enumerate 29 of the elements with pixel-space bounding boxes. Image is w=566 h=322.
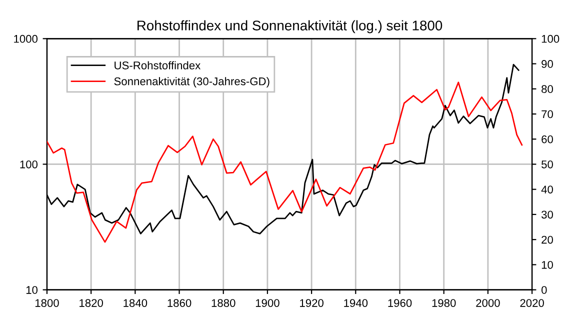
legend-label: Sonnenaktivität (30-Jahres-GD) <box>114 77 270 88</box>
y-tick-label: 10 <box>26 286 38 294</box>
y-tick-label: 1000 <box>14 34 38 43</box>
x-tick-label: 1800 <box>35 299 59 307</box>
y2-tick-label: 0 <box>542 286 547 294</box>
x-tick-label: 1900 <box>256 299 280 307</box>
y2-tick-label: 60 <box>542 135 553 144</box>
chart-title: Rohstoffindex und Sonnenaktivität (log.) seit 1800 <box>138 20 442 34</box>
x-tick-label: 1840 <box>124 299 148 307</box>
x-tick-label: 1880 <box>212 299 236 307</box>
y2-tick-label: 30 <box>541 210 553 219</box>
x-tick-label: 1920 <box>300 299 324 307</box>
y-tick-label: 100 <box>20 160 38 168</box>
y2-tick-label: 20 <box>542 236 553 244</box>
y2-tick-label: 70 <box>542 110 553 118</box>
y2-tick-label: 10 <box>542 260 553 269</box>
x-tick-label: 1980 <box>432 299 456 307</box>
y2-tick-label: 50 <box>542 160 553 168</box>
x-tick-label: 1940 <box>344 299 368 307</box>
y2-tick-label: 100 <box>542 34 560 43</box>
y2-tick-label: 40 <box>541 186 553 194</box>
x-tick-label: 2020 <box>520 299 544 307</box>
x-tick-label: 1820 <box>80 299 103 307</box>
x-tick-label: 2000 <box>476 299 500 307</box>
x-tick-label: 1860 <box>168 299 192 307</box>
x-tick-label: 1960 <box>388 299 412 307</box>
y2-tick-label: 90 <box>542 60 553 68</box>
legend-label: US-Rohstoffindex <box>114 61 201 70</box>
y2-tick-label: 80 <box>542 85 553 94</box>
